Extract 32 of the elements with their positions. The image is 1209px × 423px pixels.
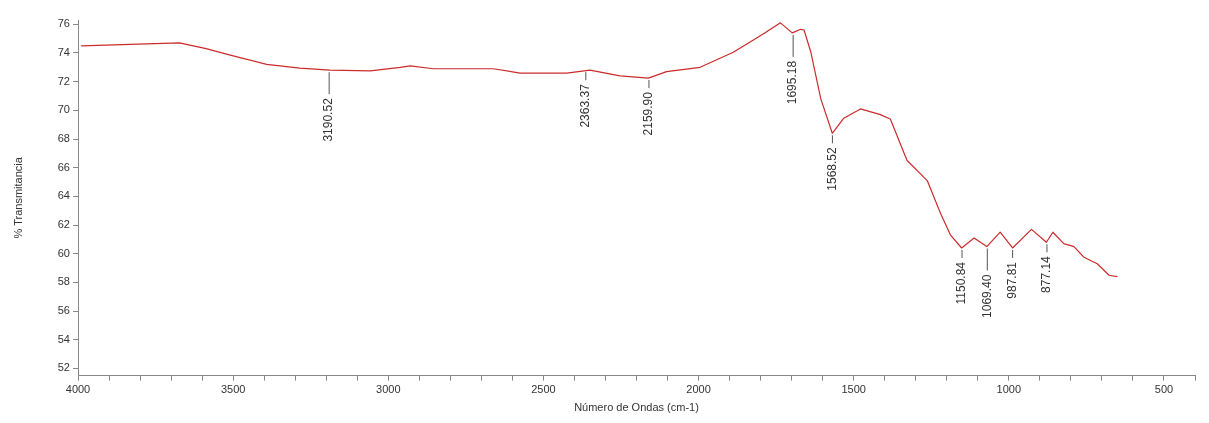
annotation: 1150.84	[954, 261, 969, 305]
annotation: 1568.52	[824, 146, 839, 191]
y-tick-label: 70	[57, 103, 70, 116]
x-tick-label: 500	[1154, 383, 1174, 396]
y-tick-label: 60	[57, 246, 70, 259]
y-tick-label: 62	[57, 218, 70, 231]
y-tick-label: 56	[57, 304, 70, 317]
x-tick-label: 2500	[531, 383, 556, 396]
x-tick-label: 4000	[65, 383, 91, 396]
annotation: 2363.37	[578, 83, 593, 128]
y-tick-label: 58	[57, 275, 70, 288]
y-tick-label: 54	[57, 332, 70, 345]
y-tick-label: 76	[57, 17, 70, 30]
y-tick-label: 68	[57, 132, 70, 145]
y-tick-label: 74	[57, 46, 70, 59]
y-tick-label: 52	[57, 361, 70, 374]
annotation: 2159.90	[641, 91, 656, 136]
y-tick-label: 66	[57, 160, 70, 173]
annotation: 1069.40	[979, 274, 994, 318]
x-tick-label: 2000	[686, 383, 711, 396]
x-axis-title: Número de Ondas (cm-1)	[574, 401, 699, 414]
annotation: 987.81	[1004, 261, 1019, 299]
y-axis-title: % Transmitancia	[11, 156, 24, 239]
y-tick-label: 64	[57, 189, 70, 202]
x-tick-label: 3000	[376, 383, 401, 396]
y-tick-label: 72	[57, 74, 70, 87]
x-tick-label: 1000	[996, 383, 1022, 396]
x-tick-label: 3500	[220, 383, 246, 396]
annotation: 1695.18	[785, 60, 800, 105]
annotation: 3190.52	[321, 97, 336, 142]
annotation: 877.14	[1039, 255, 1054, 293]
x-tick-label: 1500	[841, 383, 866, 396]
